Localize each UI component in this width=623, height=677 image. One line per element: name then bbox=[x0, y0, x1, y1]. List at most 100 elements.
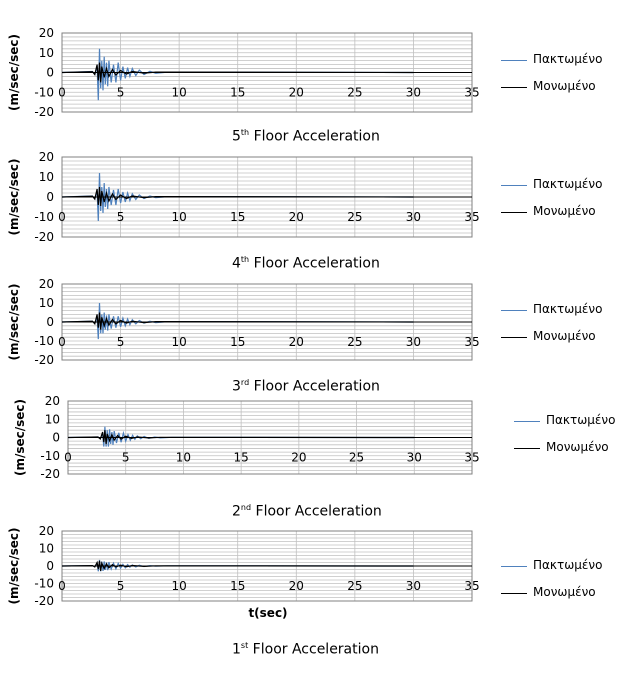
y-tick-label: 10 bbox=[39, 296, 54, 310]
y-tick-label: 10 bbox=[39, 46, 54, 60]
chart-caption: 1st Floor Acceleration bbox=[232, 641, 379, 658]
legend-swatch bbox=[501, 310, 527, 311]
x-tick-label: 0 bbox=[58, 335, 66, 349]
caption-ordinal-suffix: th bbox=[240, 128, 250, 137]
x-tick-label: 15 bbox=[230, 86, 245, 100]
x-tick-label: 5 bbox=[117, 579, 125, 593]
x-tick-label: 30 bbox=[406, 210, 421, 224]
y-tick-label: -10 bbox=[34, 85, 54, 99]
legend-label: Πακτωμένο bbox=[546, 413, 616, 427]
legend-swatch bbox=[501, 337, 527, 338]
x-tick-label: 35 bbox=[464, 451, 479, 465]
caption-number: 4 bbox=[232, 255, 241, 272]
y-tick-label: -10 bbox=[34, 334, 54, 348]
caption-number: 1 bbox=[232, 641, 241, 658]
x-tick-label: 10 bbox=[172, 210, 187, 224]
caption-number: 3 bbox=[232, 378, 241, 395]
legend-swatch bbox=[514, 448, 540, 449]
series-line-monomeno bbox=[61, 62, 414, 83]
x-tick-label: 0 bbox=[58, 210, 66, 224]
x-axis-label: t(sec) bbox=[248, 606, 287, 620]
x-tick-label: 30 bbox=[406, 86, 421, 100]
x-tick-label: 15 bbox=[230, 210, 245, 224]
x-tick-label: 25 bbox=[347, 86, 362, 100]
x-tick-label: 35 bbox=[464, 86, 479, 100]
y-axis-label: (m/sec/sec) bbox=[13, 399, 27, 476]
y-axis-label: (m/sec/sec) bbox=[7, 527, 21, 604]
caption-ordinal-suffix: nd bbox=[240, 503, 252, 512]
y-tick-label: 20 bbox=[39, 26, 54, 40]
legend-label: Μονωμένο bbox=[533, 329, 596, 343]
x-tick-label: 20 bbox=[289, 210, 304, 224]
x-tick-label: 25 bbox=[347, 335, 362, 349]
y-tick-label: -20 bbox=[40, 467, 60, 481]
y-tick-label: -10 bbox=[34, 577, 54, 591]
y-tick-label: -20 bbox=[34, 105, 54, 119]
legend-swatch bbox=[501, 87, 527, 88]
x-tick-label: 20 bbox=[289, 335, 304, 349]
caption-number: 5 bbox=[232, 128, 241, 145]
x-tick-label: 25 bbox=[347, 210, 362, 224]
x-tick-label: 20 bbox=[289, 86, 304, 100]
y-tick-label: 0 bbox=[46, 315, 54, 329]
x-tick-label: 10 bbox=[172, 579, 187, 593]
x-tick-label: 20 bbox=[291, 451, 306, 465]
legend-label: Μονωμένο bbox=[533, 204, 596, 218]
series-line-paktomeno bbox=[61, 48, 414, 101]
x-tick-label: 15 bbox=[234, 451, 249, 465]
y-tick-label: -20 bbox=[34, 353, 54, 367]
legend-swatch bbox=[501, 593, 527, 594]
y-tick-label: 10 bbox=[39, 542, 54, 556]
y-tick-label: 20 bbox=[39, 277, 54, 291]
series-line-paktomeno bbox=[61, 172, 414, 222]
x-tick-label: 5 bbox=[122, 451, 130, 465]
y-tick-label: 20 bbox=[45, 394, 60, 408]
series-line-paktomeno bbox=[61, 559, 414, 572]
x-tick-label: 25 bbox=[347, 579, 362, 593]
chart-caption: 3rd Floor Acceleration bbox=[232, 378, 380, 395]
legend-label: Μονωμένο bbox=[533, 585, 596, 599]
y-tick-label: 0 bbox=[52, 431, 60, 445]
legend-label: Πακτωμένο bbox=[533, 302, 603, 316]
chart-caption: 4th Floor Acceleration bbox=[232, 255, 380, 272]
legend-label: Μονωμένο bbox=[533, 79, 596, 93]
y-tick-label: 20 bbox=[39, 524, 54, 538]
caption-number: 2 bbox=[232, 503, 241, 520]
y-tick-label: 10 bbox=[39, 170, 54, 184]
x-tick-label: 0 bbox=[64, 451, 72, 465]
x-tick-label: 30 bbox=[406, 335, 421, 349]
y-axis-label: (m/sec/sec) bbox=[7, 158, 21, 235]
x-tick-label: 0 bbox=[58, 86, 66, 100]
x-tick-label: 15 bbox=[230, 335, 245, 349]
x-tick-label: 35 bbox=[464, 335, 479, 349]
y-tick-label: -20 bbox=[34, 594, 54, 608]
caption-ordinal-suffix: rd bbox=[240, 378, 250, 387]
legend-label: Μονωμένο bbox=[546, 440, 609, 454]
legend-swatch bbox=[501, 566, 527, 567]
caption-text: Floor Acceleration bbox=[251, 503, 382, 520]
x-tick-label: 10 bbox=[176, 451, 191, 465]
x-tick-label: 30 bbox=[407, 451, 422, 465]
x-tick-label: 5 bbox=[117, 335, 125, 349]
caption-text: Floor Acceleration bbox=[249, 255, 380, 272]
legend-label: Πακτωμένο bbox=[533, 52, 603, 66]
y-tick-label: 0 bbox=[46, 190, 54, 204]
x-tick-label: 25 bbox=[349, 451, 364, 465]
chart-caption: 2nd Floor Acceleration bbox=[232, 503, 382, 520]
x-tick-label: 10 bbox=[172, 86, 187, 100]
y-tick-label: -20 bbox=[34, 230, 54, 244]
series-line-monomeno bbox=[61, 312, 414, 330]
x-tick-label: 10 bbox=[172, 335, 187, 349]
series-line-paktomeno bbox=[61, 302, 414, 340]
caption-ordinal-suffix: th bbox=[240, 255, 250, 264]
y-tick-label: -10 bbox=[34, 210, 54, 224]
legend-label: Πακτωμένο bbox=[533, 177, 603, 191]
x-tick-label: 5 bbox=[117, 86, 125, 100]
y-tick-label: 20 bbox=[39, 150, 54, 164]
y-tick-label: 0 bbox=[46, 559, 54, 573]
x-tick-label: 30 bbox=[406, 579, 421, 593]
y-tick-label: -10 bbox=[40, 449, 60, 463]
